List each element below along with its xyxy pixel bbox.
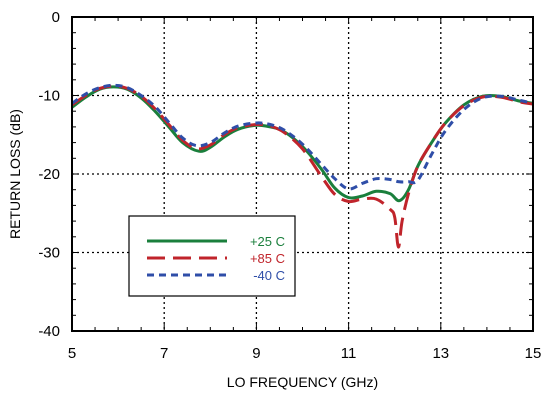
y-tick-label: -10 bbox=[38, 88, 60, 105]
y-tick-label: -30 bbox=[38, 245, 60, 262]
x-tick-label: 7 bbox=[160, 345, 168, 362]
tick-marks bbox=[71, 16, 534, 332]
x-tick-label: 15 bbox=[525, 345, 542, 362]
x-tick-label: 9 bbox=[252, 345, 260, 362]
legend-label-85c: +85 C bbox=[250, 251, 285, 266]
series-lines bbox=[71, 83, 534, 249]
x-tick-labels: 5 7 9 11 13 15 bbox=[68, 345, 542, 362]
x-tick-label: 11 bbox=[341, 345, 357, 362]
y-tick-labels: 0 -10 -20 -30 -40 bbox=[38, 9, 60, 340]
y-tick-label: -20 bbox=[38, 166, 60, 183]
legend-label-40c: -40 C bbox=[253, 268, 285, 283]
y-tick-label: -40 bbox=[38, 323, 60, 340]
legend-box bbox=[128, 215, 296, 297]
y-tick-label: 0 bbox=[52, 9, 60, 26]
x-tick-label: 13 bbox=[432, 345, 449, 362]
y-axis-title: RETURN LOSS (dB) bbox=[7, 109, 23, 239]
x-tick-label: 5 bbox=[68, 345, 76, 362]
legend-label-25c: +25 C bbox=[250, 234, 285, 249]
x-axis-title: LO FREQUENCY (GHz) bbox=[227, 374, 378, 390]
legend: +25 C +85 C -40 C bbox=[128, 215, 296, 297]
series-line-40c bbox=[71, 83, 534, 191]
